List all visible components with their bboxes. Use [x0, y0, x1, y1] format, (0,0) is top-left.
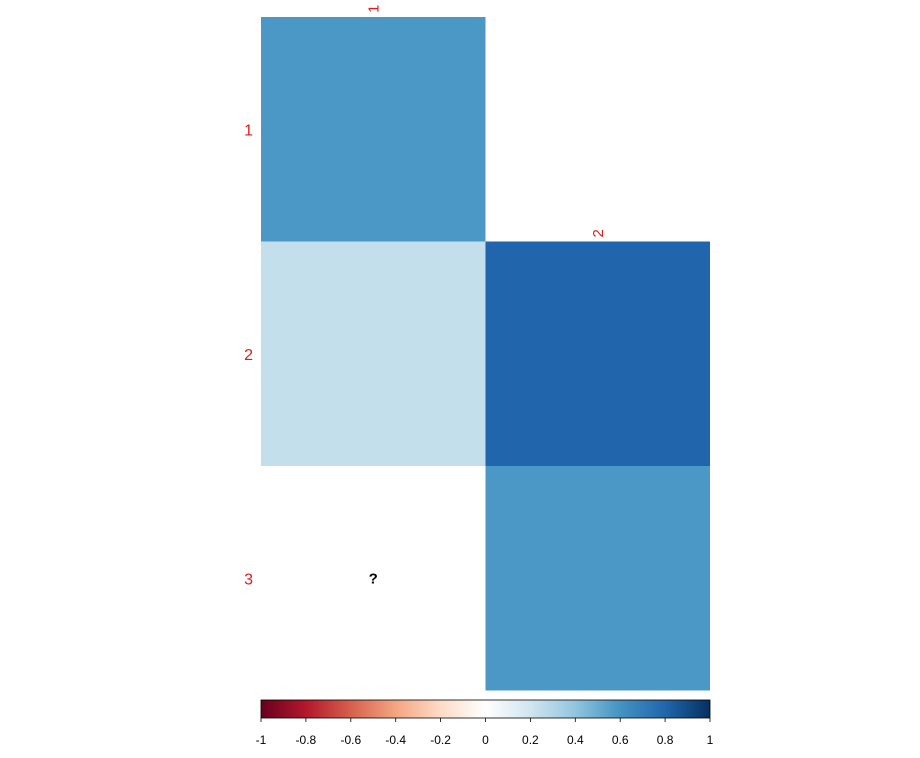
colorbar-tick-label: 0: [482, 733, 489, 747]
colorbar-tick-label: -0.8: [296, 733, 317, 747]
colorbar-tick-label: 1: [707, 733, 714, 747]
row-label-1: 1: [244, 122, 253, 139]
colorbar-tick-label: 0.2: [522, 733, 539, 747]
colorbar-tick-label: -1: [256, 733, 267, 747]
col-label-1: 1: [365, 5, 382, 13]
row-label-2: 2: [244, 347, 253, 364]
colorbar-tick-label: 0.6: [612, 733, 629, 747]
colorbar-gradient: [260, 699, 711, 719]
col-label-2: 2: [590, 229, 607, 237]
heatmap-cell-r2-c2: [485, 241, 710, 466]
colorbar-tick-label: 0.4: [567, 733, 584, 747]
row-label-3: 3: [244, 571, 253, 588]
heatmap-cell-r3-c2: [485, 466, 710, 691]
axis-labels: 1 2 3 1 2: [244, 5, 607, 589]
colorbar-tick-label: 0.8: [657, 733, 674, 747]
heatmap-cells: ?: [261, 17, 710, 691]
colorbar: -1 -0.8 -0.6 -0.4 -0.2 0 0.2 0.4 0.6 0.8 1: [256, 699, 714, 747]
heatmap-cell-r2-c1: [261, 241, 486, 466]
missing-cell-marker: ?: [369, 570, 378, 587]
heatmap-cell-r1-c1: [261, 17, 486, 242]
colorbar-tick-label: -0.6: [340, 733, 361, 747]
colorbar-tick-label: -0.4: [385, 733, 406, 747]
colorbar-tick-label: -0.2: [430, 733, 451, 747]
